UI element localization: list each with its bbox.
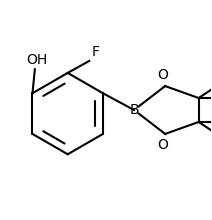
Text: B: B — [129, 103, 139, 117]
Text: O: O — [157, 138, 168, 152]
Text: OH: OH — [27, 53, 48, 67]
Text: F: F — [92, 44, 100, 59]
Text: O: O — [157, 68, 168, 82]
